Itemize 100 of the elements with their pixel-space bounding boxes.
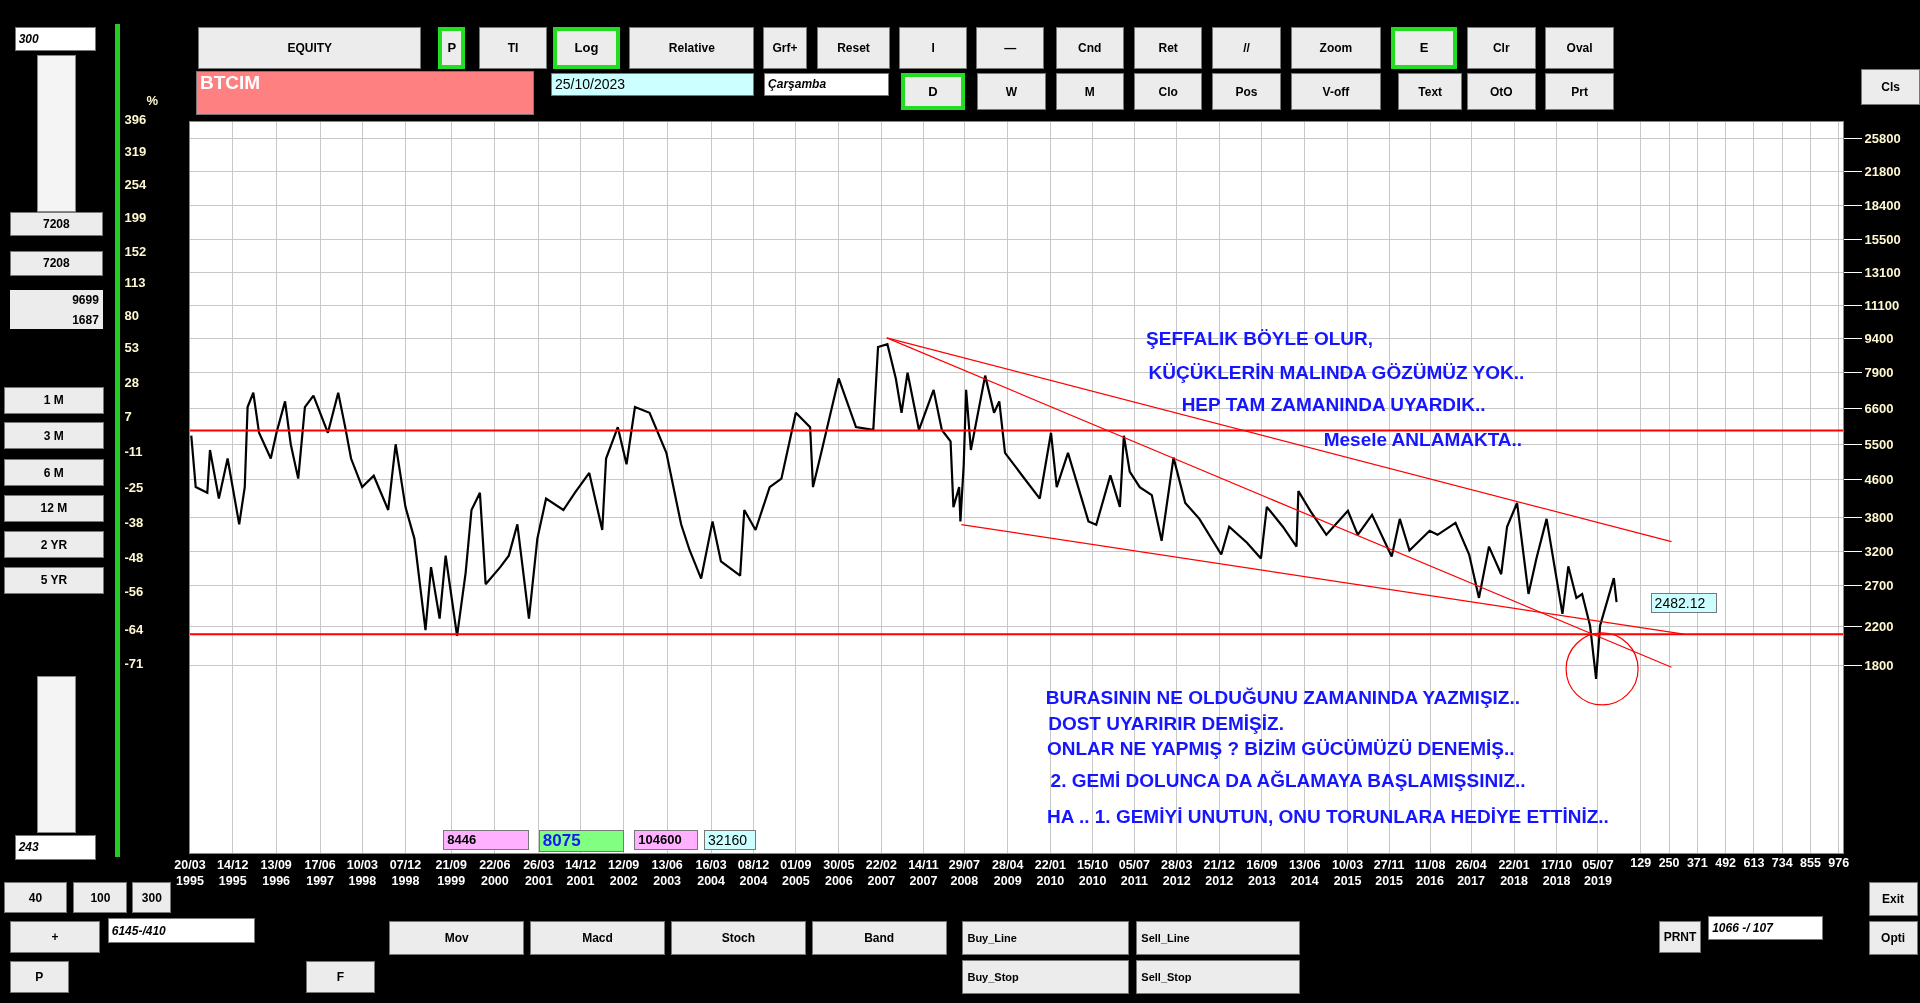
- x2-tick-label: 129: [1630, 855, 1652, 870]
- annotation: HA .. 1. GEMİYİ UNUTUN, ONU TORUNLARA HEDİYE ETTİNİZ..: [1046, 805, 1609, 828]
- text: 319: [123, 143, 148, 162]
- button: 300: [132, 881, 172, 914]
- button: PRNT: [1659, 920, 1701, 953]
- x-tick-label: 13/06 2003: [651, 858, 683, 889]
- x-tick-label: 10/03 1998: [346, 858, 379, 889]
- x-tick-label: 11/08 2016: [1414, 858, 1446, 889]
- text: 80: [123, 307, 140, 326]
- text: 7: [123, 407, 133, 426]
- button: P: [9, 961, 69, 994]
- button: 1 M: [3, 386, 105, 414]
- x-tick-label: 13/06 2014: [1289, 858, 1321, 889]
- text: -25: [123, 478, 145, 497]
- button: Cls: [1861, 68, 1920, 106]
- button: Grf+: [762, 26, 807, 69]
- button: Sell_Line: [1136, 920, 1301, 956]
- y-tick-label: 4600: [1864, 472, 1894, 488]
- x-tick-label: 21/09 1999: [435, 858, 467, 889]
- button: Zoom: [1290, 26, 1382, 69]
- x-tick-label: 17/06 1997: [304, 858, 336, 889]
- x-tick-label: 28/03 2012: [1161, 858, 1193, 889]
- x-tick-label: 22/01 2010: [1034, 858, 1067, 889]
- text-field: 8446: [443, 830, 529, 850]
- button: 100: [73, 881, 128, 914]
- annotation: 2. GEMİ DOLUNCA DA AĞLAMAYA BAŞLAMIŞSINIZ..: [1050, 770, 1526, 793]
- y-tick-label: 21800: [1864, 164, 1901, 180]
- button: Sell_Stop: [1136, 960, 1301, 995]
- text: 152: [123, 242, 148, 261]
- text-field: 9699: [9, 290, 103, 310]
- button: —: [975, 26, 1045, 69]
- y-tick-label: 7900: [1864, 365, 1894, 381]
- button: Opti: [1868, 920, 1918, 956]
- x-tick-label: 13/09 1996: [260, 858, 292, 889]
- x-tick-label: 05/07 2011: [1118, 858, 1151, 889]
- text: -56: [123, 582, 145, 601]
- annotation: ONLAR NE YAPMIŞ ? BİZİM GÜCÜMÜZÜ DENEMİŞ..: [1046, 738, 1515, 761]
- x-tick-label: 22/01 2018: [1498, 858, 1530, 889]
- y-tick-label: 9400: [1864, 330, 1894, 346]
- button: 5 YR: [3, 566, 105, 594]
- button: OtO: [1466, 73, 1536, 111]
- button: 40: [3, 881, 68, 914]
- x-tick-label: 16/09 2013: [1246, 858, 1278, 889]
- text-field: 1066 -/ 107: [1708, 915, 1824, 941]
- button: F: [306, 961, 375, 994]
- x-tick-label: 14/12 2001: [564, 858, 597, 889]
- x-tick-label: 28/04 2009: [992, 858, 1024, 889]
- text: 396: [123, 111, 148, 130]
- text: -71: [123, 655, 145, 674]
- button: Buy_Stop: [962, 960, 1129, 995]
- x2-tick-label: 371: [1686, 855, 1708, 870]
- x2-tick-label: 250: [1658, 855, 1680, 870]
- y-tick-label: 11100: [1864, 297, 1900, 313]
- text-field: 25/10/2023: [551, 73, 755, 96]
- x-tick-label: 14/11 2007: [908, 858, 939, 889]
- x-tick-label: 22/06 2000: [479, 858, 511, 889]
- button: 3 M: [3, 422, 105, 450]
- text: -64: [123, 620, 145, 639]
- text-field: 104600: [634, 830, 698, 850]
- y-tick-label: 3800: [1864, 510, 1894, 526]
- button: Text: [1398, 73, 1463, 111]
- x-tick-label: 16/03 2004: [695, 858, 727, 889]
- button: M: [1055, 73, 1125, 111]
- text-field: Çarşamba: [764, 73, 889, 96]
- x-tick-label: 26/03 2001: [523, 858, 555, 889]
- text: 28: [123, 373, 140, 392]
- annotation: Mesele ANLAMAKTA..: [1323, 428, 1523, 451]
- text: -38: [123, 514, 145, 533]
- x-tick-label: 01/09 2005: [780, 858, 812, 889]
- button: Exit: [1868, 881, 1918, 916]
- button: Cnd: [1055, 26, 1125, 69]
- x-tick-label: 21/12 2012: [1203, 858, 1235, 889]
- button: 7208: [9, 251, 103, 276]
- x-tick-label: 30/05 2006: [823, 858, 855, 889]
- button: P: [438, 26, 466, 69]
- button: EQUITY: [198, 26, 422, 69]
- button: Relative: [629, 26, 755, 69]
- y-tick-label: 18400: [1864, 197, 1901, 213]
- button: W: [977, 73, 1046, 111]
- y-tick-label: 13100: [1864, 265, 1901, 281]
- button: Ret: [1133, 26, 1203, 69]
- x-tick-label: 22/02 2007: [865, 858, 898, 889]
- x-tick-label: 27/11 2015: [1373, 858, 1405, 889]
- button: Clr: [1466, 26, 1536, 69]
- text: 53: [123, 339, 140, 358]
- x-tick-label: 12/09 2002: [608, 858, 640, 889]
- button: Oval: [1545, 26, 1614, 69]
- annotation: HEP TAM ZAMANINDA UYARDIK..: [1181, 394, 1486, 417]
- button: Reset: [816, 26, 891, 69]
- button: 2 YR: [3, 531, 105, 559]
- y-tick-label: 5500: [1864, 437, 1894, 453]
- y-tick-label: 6600: [1864, 400, 1894, 416]
- y-tick-label: 25800: [1864, 130, 1901, 146]
- text: 254: [123, 176, 148, 195]
- text: 113: [123, 274, 147, 293]
- annotation: ŞEFFALIK BÖYLE OLUR,: [1146, 328, 1374, 351]
- x2-tick-label: 976: [1828, 855, 1850, 870]
- button: 7208: [9, 211, 103, 237]
- annotation: DOST UYARIRIR DEMİŞİZ.: [1048, 712, 1284, 735]
- y-tick-label: 3200: [1864, 544, 1894, 560]
